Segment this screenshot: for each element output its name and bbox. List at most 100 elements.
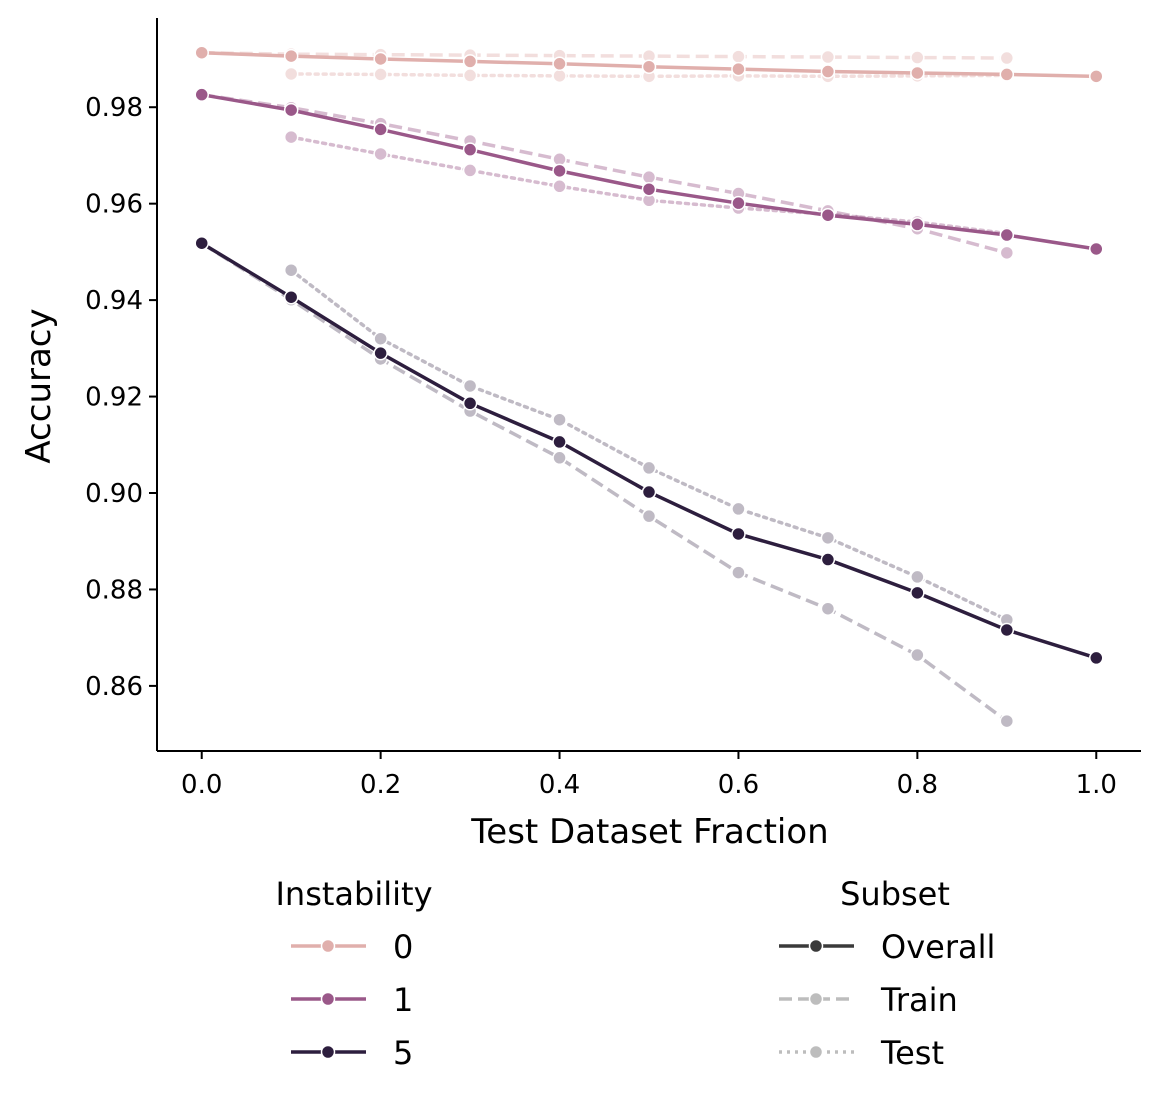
data-point: [999, 227, 1015, 243]
data-point: [910, 585, 925, 601]
data-point: [999, 245, 1015, 261]
data-point: [999, 622, 1015, 638]
data-point: [373, 51, 388, 67]
data-point: [373, 331, 388, 346]
data-point: [731, 49, 746, 64]
data-point: [552, 450, 567, 466]
data-point: [641, 169, 657, 185]
series-instability-1-test-line: [289, 135, 1009, 236]
data-point: [373, 345, 388, 361]
data-point: [462, 378, 478, 394]
legend-entry-instability-5[interactable]: 5: [291, 1034, 413, 1072]
series-instability-5-test-line: [289, 268, 1009, 622]
data-point: [731, 61, 746, 77]
data-point: [641, 460, 657, 476]
data-point: [641, 508, 657, 524]
legend-marker-test: [808, 1044, 824, 1060]
data-point: [283, 289, 299, 305]
legend-entry-instability-0[interactable]: 0: [291, 928, 413, 966]
data-point: [1089, 69, 1104, 84]
data-point: [373, 122, 388, 137]
data-point: [1089, 650, 1104, 666]
data-point: [820, 207, 836, 223]
y-tick-label: 0.86: [85, 672, 143, 702]
data-point: [1089, 241, 1104, 257]
legend-marker-instability-1: [320, 991, 336, 1007]
series-instability-0-train-line: [201, 50, 1007, 60]
series-instability-0-overall: [194, 45, 1104, 84]
legend-marker-overall: [808, 938, 824, 954]
legend-entry-subset-overall[interactable]: Overall: [779, 928, 995, 966]
x-tick-label: 0.2: [360, 770, 401, 800]
legend-title-subset: Subset: [840, 875, 950, 913]
data-point: [731, 501, 746, 517]
data-point: [910, 65, 925, 81]
data-point: [373, 67, 388, 82]
data-point: [641, 59, 657, 74]
data-point: [283, 102, 299, 118]
data-point: [552, 179, 567, 194]
data-point: [462, 163, 478, 178]
data-point: [731, 195, 746, 211]
legend-label-instability-0: 0: [393, 928, 413, 966]
data-point: [910, 647, 925, 663]
legend-title-instability: Instability: [275, 875, 432, 913]
x-axis-label: Test Dataset Fraction: [470, 812, 828, 852]
y-tick-label: 0.88: [85, 575, 143, 605]
data-point: [552, 412, 567, 427]
legend: Instability Subset 0 1 5 Overall Train: [275, 875, 995, 1072]
data-point: [462, 142, 478, 157]
y-tick-label: 0.92: [85, 383, 143, 413]
data-point: [910, 217, 925, 232]
data-point: [194, 87, 209, 102]
data-point: [194, 235, 209, 251]
tick-layer: 0.0 0.2 0.4 0.6 0.8 1.0 0.86 0.88 0.90 0.92 0.94 0.…: [85, 93, 1117, 800]
data-point: [731, 526, 746, 542]
y-tick-label: 0.90: [85, 479, 143, 509]
data-point: [283, 66, 299, 82]
legend-marker-instability-5: [320, 1044, 336, 1060]
x-tick-label: 0.4: [539, 770, 580, 800]
series-instability-1-train-line: [201, 92, 1008, 255]
data-point: [283, 129, 299, 145]
series-instability-5-test: [283, 262, 1015, 628]
data-point: [641, 181, 657, 197]
data-point: [462, 396, 478, 411]
data-point: [283, 262, 299, 278]
data-point: [552, 68, 567, 84]
y-tick-label: 0.94: [85, 286, 143, 316]
legend-entry-instability-1[interactable]: 1: [291, 981, 413, 1019]
data-point: [910, 50, 925, 65]
legend-label-overall: Overall: [881, 928, 995, 966]
legend-entry-subset-train[interactable]: Train: [779, 981, 958, 1019]
legend-label-train: Train: [880, 981, 958, 1019]
series-layer: [194, 45, 1104, 729]
y-tick-label: 0.96: [85, 190, 143, 220]
data-point: [283, 48, 299, 64]
data-point: [373, 146, 388, 162]
data-point: [910, 569, 925, 585]
legend-label-instability-5: 5: [393, 1034, 413, 1072]
data-point: [820, 601, 836, 616]
data-point: [552, 163, 567, 179]
legend-label-instability-1: 1: [393, 981, 413, 1019]
legend-entry-subset-test[interactable]: Test: [779, 1034, 944, 1072]
data-point: [641, 484, 657, 500]
data-point: [552, 434, 567, 450]
series-instability-0-test-line: [289, 72, 1009, 79]
y-axis-label: Accuracy: [19, 308, 59, 463]
series-instability-5-train-line: [200, 241, 1008, 723]
x-tick-label: 0.0: [181, 770, 222, 800]
data-point: [999, 50, 1015, 66]
legend-marker-train: [808, 991, 824, 1007]
data-point: [462, 68, 478, 83]
series-instability-5-overall: [194, 235, 1104, 666]
y-tick-label: 0.98: [85, 93, 143, 123]
x-tick-label: 1.0: [1076, 770, 1117, 800]
data-point: [999, 67, 1015, 82]
legend-label-test: Test: [880, 1034, 944, 1072]
legend-marker-instability-0: [320, 938, 336, 954]
data-point: [194, 45, 209, 60]
